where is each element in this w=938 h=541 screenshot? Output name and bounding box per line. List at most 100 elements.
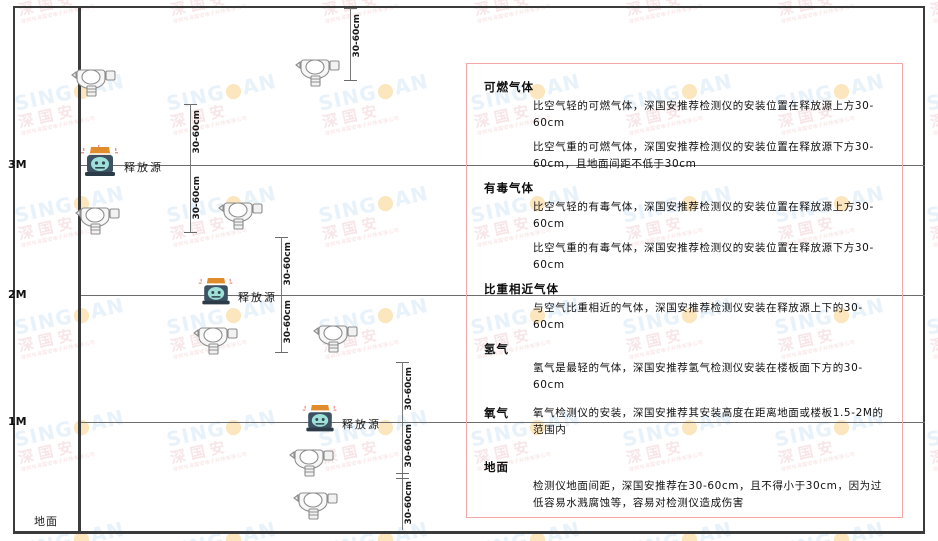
dim-tick-b-bottom (184, 232, 197, 233)
dim-label-d3: 30-60cm (404, 481, 414, 525)
guidelines-panel-body: 可燃气体比空气轻的可燃气体，深国安推荐检测仪的安装位置在释放源上方30-60cm… (467, 64, 902, 523)
ground-axis-line (13, 531, 925, 534)
dim-tick-d-m1 (396, 422, 409, 423)
watermark-sub: 深圳市深国安电子科技有限公司 (932, 451, 938, 473)
level-label-1m: 1M (8, 415, 27, 428)
level-label-3m: 3M (8, 158, 27, 171)
watermark-cn: 深国安 (928, 213, 938, 244)
dim-tick-c-bottom (275, 352, 288, 353)
guideline-section-body: 与空气比重相近的气体，深国安推荐检测仪安装在释放源上下的30-60cm (533, 300, 888, 334)
watermark-brand: SING●AN (924, 519, 938, 541)
watermark-brand: SING●AN (772, 0, 886, 4)
dim-line-d (402, 362, 403, 530)
dim-tick-b-mid (184, 165, 197, 166)
guideline-section-title: 比重相近气体 (484, 282, 559, 296)
dim-tick-d-m2 (396, 473, 409, 474)
watermark-brand: SING●AN (924, 0, 938, 4)
watermark-cn: 深国安 (928, 437, 938, 468)
guideline-section-title: 可燃气体 (484, 80, 534, 94)
guideline-section-body: 氧气检测仪的安装，深国安推荐其安装高度在距离地面或楼板1.5-2M的范围内 (533, 405, 888, 446)
dim-label-a: 30-60cm (352, 14, 362, 58)
dim-line-b (190, 104, 191, 232)
watermark-brand: SING●AN (924, 79, 938, 116)
guideline-section: 可燃气体比空气轻的可燃气体，深国安推荐检测仪的安装位置在释放源上方30-60cm… (481, 79, 888, 173)
gas-detector-icon-5 (190, 318, 242, 368)
guideline-section-title: 有毒气体 (484, 181, 534, 195)
watermark-brand: SING●AN (468, 0, 582, 4)
guideline-section-title: 氢气 (484, 342, 509, 356)
guideline-section-body: 比空气轻的可燃气体，深国安推荐检测仪的安装位置在释放源上方30-60cm 比空气重… (533, 98, 888, 173)
dim-label-d1: 30-60cm (404, 367, 414, 411)
dim-tick-c-mid (275, 295, 288, 296)
guideline-section: 地面检测仪地面间距，深国安推荐在30-60cm，且不得小于30cm，因为过低容易… (481, 459, 888, 512)
watermark-brand: SING●AN (316, 0, 430, 4)
guideline-paragraph: 检测仪地面间距，深国安推荐在30-60cm，且不得小于30cm，因为过低容易水溅… (533, 480, 882, 509)
guideline-section-title: 地面 (484, 460, 509, 474)
release-source-icon-1m (300, 403, 340, 440)
gas-detector-icon-2 (292, 50, 344, 100)
guideline-paragraph: 氧气检测仪的安装，深国安推荐其安装高度在距离地面或楼板1.5-2M的范围内 (533, 407, 884, 436)
ground-label: 地面 (34, 515, 58, 528)
watermark-brand: SING●AN (12, 0, 126, 4)
gas-detector-icon-8 (290, 483, 342, 533)
level-line-2m (78, 295, 925, 296)
vertical-axis (78, 6, 81, 534)
guideline-section: 有毒气体比空气轻的有毒气体，深国安推荐检测仪的安装位置在释放源上方30-60cm… (481, 180, 888, 274)
guideline-section: 氢气氢气是最轻的气体，深国安推荐氢气检测仪安装在楼板面下方的30-60cm (481, 341, 888, 394)
gas-detector-icon-6 (310, 316, 362, 366)
dim-tick-d-m3 (396, 478, 409, 479)
guideline-section: 比重相近气体与空气比重相近的气体，深国安推荐检测仪安装在释放源上下的30-60c… (481, 281, 888, 334)
gas-detector-icon-4 (215, 193, 267, 243)
gas-detector-icon-7 (286, 440, 338, 490)
guideline-paragraph: 比空气重的可燃气体，深国安推荐检测仪的安装位置在释放源下方30-60cm，且地面… (533, 141, 874, 170)
dim-label-b1: 30-60cm (192, 110, 202, 154)
watermark-cn: 深国安 (928, 0, 938, 20)
guideline-section-title: 氧气 (484, 406, 509, 420)
watermark-cn: 深国安 (928, 325, 938, 356)
watermark-brand: SING●AN (924, 191, 938, 228)
release-source-label-2m: 释放源 (238, 291, 277, 304)
dim-label-d2: 30-60cm (404, 424, 414, 468)
guideline-paragraph: 氢气是最轻的气体，深国安推荐氢气检测仪安装在楼板面下方的30-60cm (533, 362, 863, 391)
watermark-brand: SING●AN (924, 303, 938, 340)
guideline-section-body: 氢气是最轻的气体，深国安推荐氢气检测仪安装在楼板面下方的30-60cm (533, 360, 888, 394)
watermark-sub: 深圳市深国安电子科技有限公司 (932, 3, 938, 25)
guideline-paragraph: 与空气比重相近的气体，深国安推荐检测仪安装在释放源上下的30-60cm (533, 302, 863, 331)
guideline-paragraph: 比空气轻的可燃气体，深国安推荐检测仪的安装位置在释放源上方30-60cm (533, 100, 874, 129)
gas-detector-icon-3 (72, 198, 124, 248)
gas-detector-icon-1 (68, 60, 120, 110)
watermark-brand: SING●AN (164, 0, 278, 4)
release-source-icon-3m (78, 145, 122, 185)
watermark-brand: SING●AN (924, 415, 938, 452)
release-source-icon-2m (196, 276, 236, 313)
dim-label-c1: 30-60cm (283, 242, 293, 286)
guideline-section-body: 检测仪地面间距，深国安推荐在30-60cm，且不得小于30cm，因为过低容易水溅… (533, 478, 888, 512)
dim-line-c (281, 237, 282, 352)
release-source-label-3m: 释放源 (124, 161, 163, 174)
guideline-paragraph: 比空气轻的有毒气体，深国安推荐检测仪的安装位置在释放源上方30-60cm (533, 201, 874, 230)
watermark-sub: 深圳市深国安电子科技有限公司 (932, 339, 938, 361)
release-source-label-1m: 释放源 (342, 418, 381, 431)
level-label-2m: 2M (8, 288, 27, 301)
guideline-paragraph: 比空气重的有毒气体，深国安推荐检测仪的安装位置在释放源下方30-60cm (533, 242, 874, 271)
dim-tick-a-bottom (344, 80, 357, 81)
watermark-sub: 深圳市深国安电子科技有限公司 (932, 115, 938, 137)
dim-label-c2: 30-60cm (283, 300, 293, 344)
watermark-brand: SING●AN (620, 0, 734, 4)
watermark-cn: 深国安 (928, 101, 938, 132)
dim-line-a (350, 8, 351, 80)
guidelines-panel: 可燃气体比空气轻的可燃气体，深国安推荐检测仪的安装位置在释放源上方30-60cm… (466, 63, 903, 518)
level-line-3m (78, 165, 925, 166)
level-line-1m (78, 422, 925, 423)
guideline-section: 氧气 氧气检测仪的安装，深国安推荐其安装高度在距离地面或楼板1.5-2M的范围内 (481, 401, 888, 453)
guideline-section-body: 比空气轻的有毒气体，深国安推荐检测仪的安装位置在释放源上方30-60cm 比空气重… (533, 199, 888, 274)
dim-label-b2: 30-60cm (192, 176, 202, 220)
watermark-sub: 深圳市深国安电子科技有限公司 (932, 227, 938, 249)
